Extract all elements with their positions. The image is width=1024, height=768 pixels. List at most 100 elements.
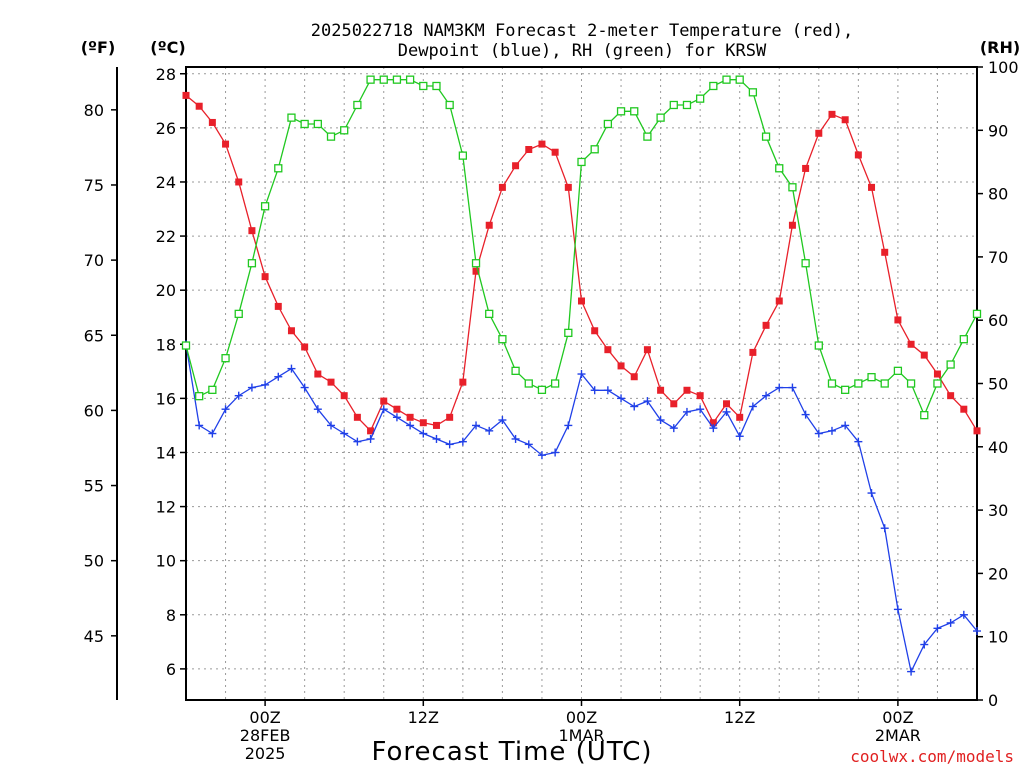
c-tick-label-24: 24 bbox=[156, 173, 176, 192]
point-temperature-17 bbox=[406, 413, 414, 421]
point-dewpoint-2 bbox=[208, 429, 217, 438]
x-tick-label-42-0: 12Z bbox=[724, 708, 755, 727]
x-tick-label-30-0: 00Z bbox=[566, 708, 597, 727]
point-temperature-37 bbox=[670, 400, 678, 408]
point-temperature-56 bbox=[920, 351, 928, 359]
point-dewpoint-58 bbox=[946, 618, 955, 627]
point-rh-25 bbox=[511, 366, 520, 375]
point-rh-36 bbox=[656, 113, 665, 122]
point-rh-12 bbox=[340, 126, 349, 135]
point-rh-1 bbox=[195, 392, 204, 401]
point-temperature-10 bbox=[314, 370, 322, 378]
point-temperature-16 bbox=[393, 405, 401, 413]
point-rh-44 bbox=[761, 132, 771, 141]
point-dewpoint-59 bbox=[959, 610, 968, 619]
point-rh-54 bbox=[893, 366, 903, 375]
point-dewpoint-24 bbox=[498, 416, 507, 425]
rh-tick-label-60: 60 bbox=[988, 311, 1008, 330]
point-rh-15 bbox=[379, 75, 388, 84]
point-dewpoint-18 bbox=[419, 429, 428, 438]
point-rh-52 bbox=[867, 373, 876, 382]
tick-labels: 6 8 10 12 14 16 18 20 22 24 26 28 45 50 55 60 65 70 75 80 0 1… bbox=[84, 58, 1019, 763]
point-rh-18 bbox=[419, 81, 428, 91]
point-dewpoint-12 bbox=[340, 429, 349, 438]
rh-tick-label-10: 10 bbox=[988, 628, 1008, 647]
point-dewpoint-55 bbox=[907, 667, 916, 676]
x-tick-label-6-1: 28FEB bbox=[240, 726, 291, 745]
chart-title: 2025022718 NAM3KM Forecast 2-meter Tempe… bbox=[311, 21, 853, 41]
point-rh-32 bbox=[603, 119, 613, 129]
point-rh-28 bbox=[550, 379, 560, 388]
point-rh-14 bbox=[366, 75, 375, 84]
point-dewpoint-14 bbox=[366, 434, 375, 443]
point-rh-57 bbox=[933, 379, 942, 388]
point-rh-13 bbox=[353, 100, 362, 110]
point-rh-10 bbox=[313, 119, 322, 129]
point-temperature-9 bbox=[301, 343, 309, 351]
point-temperature-1 bbox=[195, 102, 203, 110]
point-dewpoint-35 bbox=[643, 397, 652, 406]
point-rh-34 bbox=[630, 107, 639, 116]
point-temperature-0 bbox=[182, 91, 190, 99]
point-dewpoint-7 bbox=[274, 372, 283, 381]
point-temperature-23 bbox=[485, 221, 493, 229]
f-tick-label-60: 60 bbox=[84, 401, 104, 420]
point-temperature-29 bbox=[564, 183, 572, 191]
point-rh-59 bbox=[959, 335, 968, 344]
point-rh-4 bbox=[234, 309, 243, 319]
axes bbox=[111, 66, 983, 706]
c-tick-label-22: 22 bbox=[156, 227, 176, 246]
point-rh-40 bbox=[709, 81, 718, 91]
chart-subtitle: Dewpoint (blue), RH (green) for KRSW bbox=[398, 41, 767, 61]
data-series bbox=[181, 75, 982, 676]
point-rh-48 bbox=[814, 341, 823, 350]
point-dewpoint-21 bbox=[458, 437, 467, 446]
point-dewpoint-45 bbox=[775, 383, 784, 392]
point-rh-21 bbox=[458, 151, 468, 160]
point-dewpoint-6 bbox=[261, 380, 270, 389]
x-tick-label-18-0: 12Z bbox=[408, 708, 439, 727]
f-tick-label-70: 70 bbox=[84, 251, 104, 270]
point-rh-55 bbox=[906, 379, 916, 388]
point-rh-45 bbox=[775, 164, 784, 173]
point-temperature-12 bbox=[340, 392, 348, 400]
c-tick-label-18: 18 bbox=[156, 335, 176, 354]
point-dewpoint-50 bbox=[841, 421, 850, 430]
rh-tick-label-90: 90 bbox=[988, 121, 1008, 140]
point-rh-30 bbox=[577, 157, 586, 167]
x-tick-label-6-0: 00Z bbox=[249, 708, 280, 727]
point-rh-6 bbox=[260, 202, 270, 211]
point-dewpoint-11 bbox=[327, 421, 336, 430]
rh-tick-label-80: 80 bbox=[988, 185, 1008, 204]
rh-tick-label-30: 30 bbox=[988, 501, 1008, 520]
point-dewpoint-17 bbox=[406, 421, 415, 430]
point-temperature-51 bbox=[854, 151, 862, 159]
point-dewpoint-43 bbox=[748, 402, 757, 411]
point-temperature-27 bbox=[538, 140, 546, 148]
point-temperature-7 bbox=[274, 302, 282, 310]
point-temperature-58 bbox=[947, 392, 955, 400]
point-dewpoint-9 bbox=[300, 383, 309, 392]
point-dewpoint-19 bbox=[432, 434, 441, 443]
point-rh-58 bbox=[946, 360, 955, 369]
point-temperature-20 bbox=[446, 413, 454, 421]
point-dewpoint-10 bbox=[313, 405, 322, 414]
point-rh-33 bbox=[616, 107, 626, 116]
point-temperature-38 bbox=[683, 386, 691, 394]
point-temperature-42 bbox=[736, 413, 744, 421]
point-dewpoint-27 bbox=[537, 451, 546, 460]
point-temperature-11 bbox=[327, 378, 335, 386]
point-temperature-53 bbox=[881, 248, 889, 256]
point-dewpoint-31 bbox=[590, 386, 599, 395]
point-temperature-59 bbox=[960, 405, 968, 413]
series-rh bbox=[181, 75, 982, 420]
point-temperature-50 bbox=[841, 116, 849, 124]
point-temperature-45 bbox=[775, 297, 783, 305]
f-tick-label-50: 50 bbox=[84, 552, 104, 571]
point-dewpoint-34 bbox=[630, 402, 639, 411]
point-temperature-54 bbox=[894, 316, 902, 324]
point-dewpoint-22 bbox=[472, 421, 481, 430]
point-dewpoint-33 bbox=[617, 394, 626, 403]
point-dewpoint-13 bbox=[353, 437, 362, 446]
point-temperature-30 bbox=[578, 297, 585, 305]
